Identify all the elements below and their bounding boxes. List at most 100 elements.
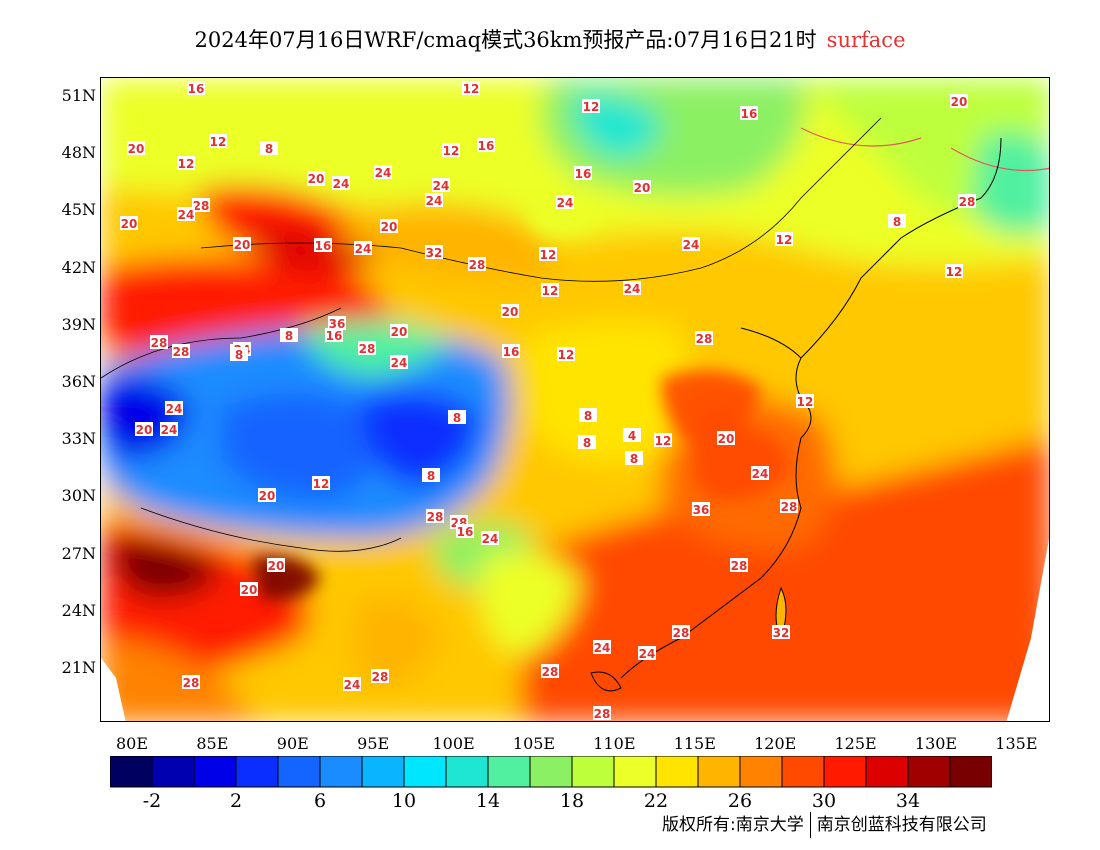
contour-label-bg [371, 669, 389, 683]
contour-label-bg [574, 166, 592, 180]
contour-label-bg [135, 422, 153, 436]
contour-label: 28 [594, 707, 611, 721]
contour-label: 12 [463, 82, 480, 96]
contour-label: 12 [542, 284, 559, 298]
colorbar-swatch [193, 756, 237, 788]
contour-label: 12 [946, 265, 963, 279]
contour-label: 16 [575, 167, 592, 181]
copyright-left: 版权所有:南京大学 [662, 815, 804, 835]
contour-label: 28 [959, 195, 976, 209]
contour-label: 8 [893, 215, 901, 229]
contour-label: 32 [426, 246, 443, 260]
contour-label-bg [717, 431, 735, 445]
contour-label-bg [422, 468, 440, 482]
contour-label: 32 [773, 626, 790, 640]
contour-label-bg [772, 625, 790, 639]
contour-label-bg [579, 408, 597, 422]
contour-label: 12 [178, 157, 195, 171]
contour-label-bg [240, 582, 258, 596]
contour-label: 20 [391, 325, 408, 339]
contour-label-bg [182, 675, 200, 689]
contour-label: 12 [583, 100, 600, 114]
contour-label-bg [625, 451, 643, 465]
colorbar-tick-label: 26 [727, 790, 753, 812]
contour-label-bg [796, 394, 814, 408]
lat-label: 45N [61, 200, 96, 220]
colorbar-swatch [110, 756, 153, 788]
colorbar-tick-label: 30 [811, 790, 837, 812]
contour-label-bg [582, 99, 600, 113]
contour-label: 8 [235, 348, 243, 362]
contour-label: 28 [469, 258, 486, 272]
contour-label: 20 [634, 181, 651, 195]
lon-label: 85E [196, 734, 229, 753]
contour-label-bg [328, 316, 346, 330]
contour-label-bg [354, 241, 372, 255]
colorbar-swatch [151, 756, 195, 788]
contour-label: 20 [259, 489, 276, 503]
contour-label: 12 [797, 395, 814, 409]
contour-label: 24 [752, 467, 769, 481]
contour-label-bg [314, 238, 332, 252]
contour-label: 20 [268, 559, 285, 573]
lat-label: 42N [61, 257, 96, 277]
contour-label-bg [432, 178, 450, 192]
contour-label-bg [468, 257, 486, 271]
copyright-right: 南京创蓝科技有限公司 [816, 815, 987, 835]
colorbar-swatch [949, 756, 992, 788]
lon-label: 125E [834, 734, 877, 753]
contour-label-bg [380, 219, 398, 233]
colorbar-swatch [235, 756, 279, 788]
contour-label: 16 [503, 345, 520, 359]
contour-label-bg [593, 706, 611, 720]
contour-label-bg [672, 625, 690, 639]
colorbar-swatch [571, 756, 615, 788]
contour-label: 28 [427, 510, 444, 524]
contour-label-bg [556, 195, 574, 209]
lon-label: 80E [115, 734, 149, 753]
lat-label: 30N [61, 486, 96, 506]
contour-label-bg [448, 410, 466, 424]
contour-label-bg [233, 237, 251, 251]
contour-label: 4 [628, 429, 636, 443]
colorbar-tick-label: 2 [229, 790, 243, 812]
colorbar-tick-label: 22 [643, 790, 669, 812]
colorbar-tick-label: 14 [475, 790, 501, 812]
colorbar-swatch [655, 756, 699, 788]
contour-label-bg [638, 646, 656, 660]
contour-label-bg [502, 344, 520, 358]
colorbar-tick-label: -2 [142, 790, 162, 812]
contour-label-bg [177, 207, 195, 221]
contour-label-bg [751, 466, 769, 480]
lon-label: 105E [512, 734, 556, 753]
colorbar-swatch [487, 756, 531, 788]
contour-label: 8 [427, 469, 435, 483]
lon-label: 100E [432, 734, 475, 753]
contour-label: 28 [781, 500, 798, 514]
lon-label: 130E [914, 734, 958, 753]
contour-label: 20 [502, 305, 519, 319]
contour-label-bg [230, 347, 248, 361]
contour-label: 28 [731, 559, 748, 573]
contour-label-bg [325, 328, 343, 342]
contour-label-bg [312, 476, 330, 490]
contour-label: 24 [333, 177, 350, 191]
colorbar-swatch [823, 756, 867, 788]
contour-label: 12 [655, 434, 672, 448]
contour-label: 24 [166, 402, 183, 416]
colorbar-swatch [319, 756, 363, 788]
colorbar-tick-label: 6 [313, 790, 327, 812]
contour-label: 24 [433, 179, 450, 193]
contour-label-bg [740, 106, 758, 120]
contour-label-bg [426, 509, 444, 523]
contour-label: 28 [696, 332, 713, 346]
title-level: surface [826, 28, 906, 52]
contour-label-bg [623, 281, 641, 295]
contour-label: 12 [443, 144, 460, 158]
colorbar-swatch [529, 756, 573, 788]
contour-label: 24 [624, 282, 641, 296]
colorbar-tick-label: 34 [895, 790, 921, 812]
lon-label: 95E [357, 734, 390, 753]
contour-label-bg [425, 193, 443, 207]
contour-label-bg [390, 324, 408, 338]
